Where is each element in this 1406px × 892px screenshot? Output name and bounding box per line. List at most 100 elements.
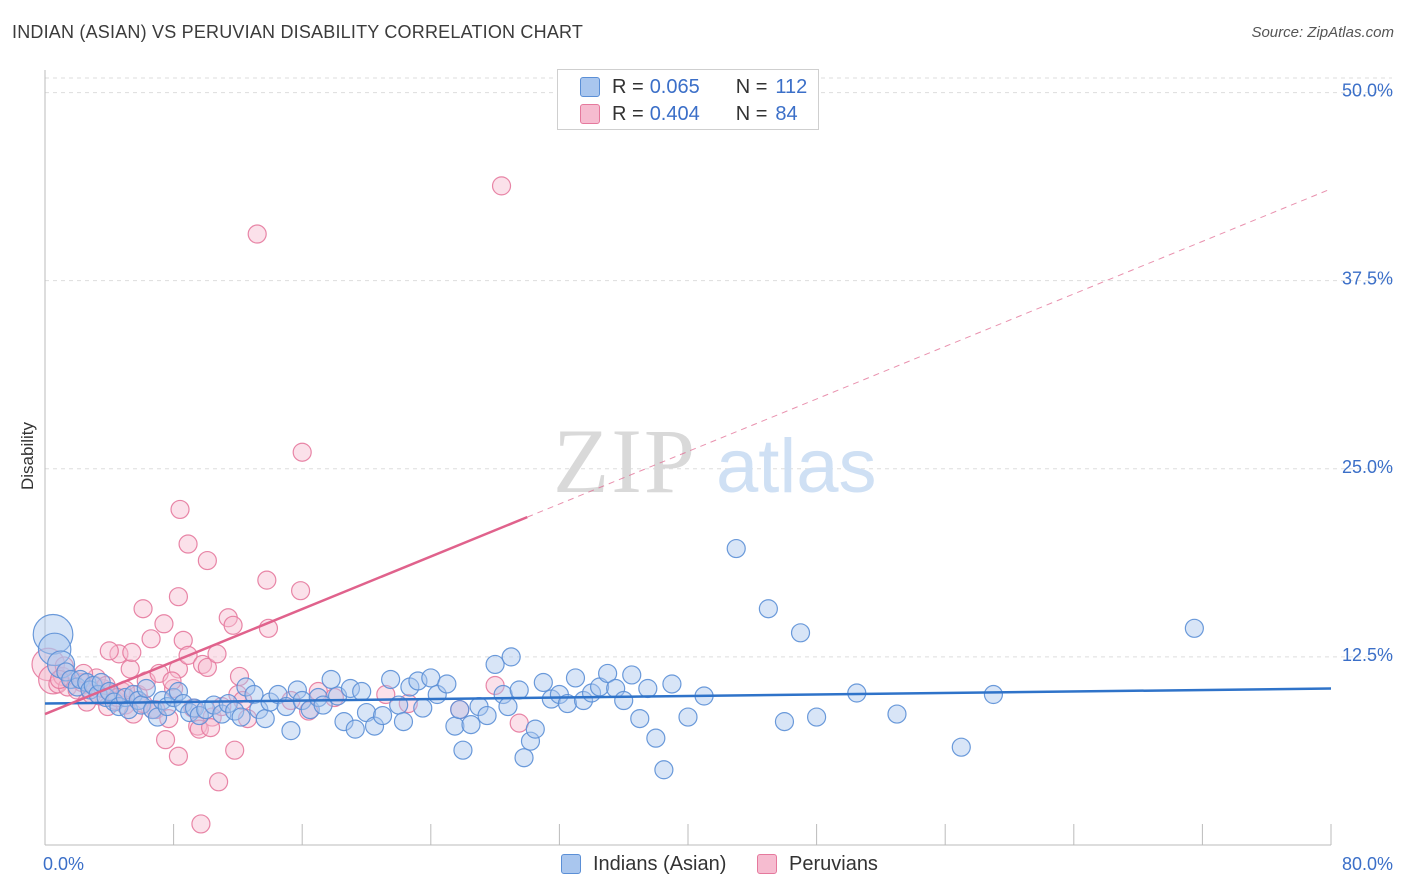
- data-point: [413, 698, 433, 718]
- legend-n-value: 112: [775, 75, 808, 98]
- data-point: [437, 674, 457, 694]
- data-point: [421, 668, 441, 688]
- data-point: [49, 669, 70, 690]
- legend-swatch-blue: [580, 77, 600, 97]
- data-point: [450, 699, 470, 720]
- legend-label: Indians (Asian): [593, 852, 727, 875]
- data-point: [223, 615, 243, 635]
- legend-n-label: N =: [735, 102, 768, 125]
- data-point: [141, 629, 161, 649]
- data-point: [154, 614, 174, 634]
- data-point: [509, 680, 529, 700]
- data-point: [662, 674, 682, 694]
- data-point: [281, 721, 301, 741]
- data-point: [790, 623, 811, 643]
- chart-title: INDIAN (ASIAN) VS PERUVIAN DISABILITY CO…: [12, 22, 584, 42]
- y-axis-label: Disability: [18, 421, 37, 490]
- data-point: [372, 705, 393, 726]
- x-tick-label: 0.0%: [43, 854, 84, 874]
- trend-lines: [44, 188, 1332, 716]
- data-point: [485, 654, 505, 675]
- data-point: [726, 538, 746, 559]
- data-point: [173, 630, 193, 650]
- legend-item-indians-asian: Indians (Asian): [561, 850, 726, 878]
- data-point: [678, 707, 698, 727]
- y-tick-label: 37.5%: [1342, 269, 1393, 289]
- watermark-atlas: atlas: [716, 424, 877, 509]
- data-point: [1184, 618, 1204, 638]
- data-point: [622, 665, 642, 685]
- tick-labels: 12.5% 25.0% 37.5% 50.0% 0.0% 80.0%: [43, 81, 1393, 874]
- y-tick-label: 12.5%: [1342, 645, 1393, 665]
- data-point: [806, 707, 827, 727]
- data-point: [453, 740, 473, 760]
- data-point: [162, 671, 182, 691]
- data-point: [231, 707, 251, 727]
- data-point: [345, 719, 365, 739]
- legend-label: Peruvians: [789, 852, 878, 875]
- data-point: [477, 705, 497, 726]
- data-point: [225, 740, 245, 760]
- data-point: [120, 659, 140, 679]
- data-point: [122, 642, 142, 662]
- data-point: [321, 669, 341, 690]
- data-point: [646, 728, 666, 748]
- data-point: [514, 748, 534, 768]
- data-point: [638, 678, 658, 699]
- data-point: [255, 708, 275, 729]
- data-point: [287, 680, 307, 700]
- data-point: [99, 641, 119, 661]
- data-point: [630, 708, 650, 729]
- data-point: [501, 647, 521, 667]
- data-point: [557, 693, 578, 714]
- legend-n-value: 84: [775, 102, 798, 125]
- data-point: [37, 632, 72, 667]
- data-point: [334, 712, 354, 732]
- data-point: [565, 668, 586, 688]
- legend-item-peruvians: Peruvians: [757, 850, 878, 878]
- data-point: [257, 570, 277, 590]
- data-point: [340, 678, 361, 699]
- data-point: [461, 715, 481, 735]
- data-point: [324, 687, 344, 708]
- x-tick-label: 80.0%: [1342, 854, 1393, 874]
- watermark-zip: ZIP: [553, 410, 697, 512]
- watermark: ZIP atlas: [553, 410, 877, 512]
- data-point: [951, 737, 971, 757]
- data-point: [654, 760, 674, 780]
- data-point: [61, 669, 81, 690]
- data-point: [445, 716, 465, 736]
- data-point: [352, 681, 372, 702]
- source-credit: Source: ZipAtlas.com: [1251, 24, 1394, 41]
- data-point: [598, 663, 618, 684]
- legend-row-peruvians: R = 0.404 N = 84: [580, 102, 798, 126]
- data-point: [197, 550, 217, 571]
- data-point: [509, 713, 529, 733]
- data-point: [170, 499, 190, 520]
- data-point: [236, 677, 256, 697]
- data-point: [758, 599, 778, 619]
- data-point: [218, 693, 238, 714]
- legend-row-indians: R = 0.065 N = 112: [580, 75, 807, 99]
- data-point: [168, 681, 189, 702]
- data-point: [197, 657, 217, 678]
- legend-swatch-blue: [561, 854, 581, 874]
- trend-line-peruvians-projection: [527, 188, 1332, 518]
- data-point: [292, 442, 312, 462]
- correlation-legend: R = 0.065 N = 112 R = 0.404 N = 84: [557, 69, 819, 130]
- data-point: [229, 666, 250, 687]
- data-point: [983, 684, 1004, 705]
- data-point: [209, 772, 229, 792]
- data-point: [381, 669, 401, 690]
- legend-swatch-pink: [580, 104, 600, 124]
- legend-n-label: N =: [735, 75, 768, 98]
- data-point: [168, 587, 189, 607]
- data-point: [614, 690, 634, 711]
- data-point: [178, 534, 198, 554]
- data-point: [244, 684, 264, 705]
- data-point: [498, 696, 518, 717]
- data-point: [290, 581, 311, 601]
- data-point: [887, 704, 907, 724]
- legend-swatch-pink: [757, 854, 777, 874]
